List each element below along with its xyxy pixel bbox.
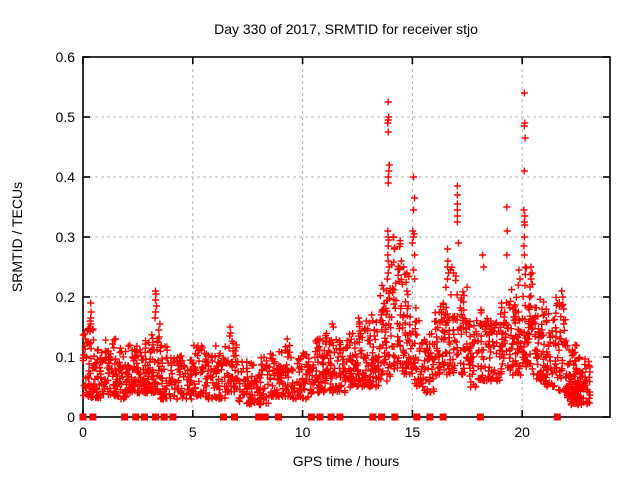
scatter-plus-markers — [79, 89, 594, 421]
x-tick-label: 10 — [295, 424, 311, 440]
x-tick-label: 20 — [514, 424, 530, 440]
tick-labels: 0 5 10 15 20 0 0.1 0.2 0.3 0.4 0.5 0.6 — [56, 49, 531, 440]
y-tick-label: 0 — [67, 409, 75, 425]
data-points — [79, 89, 594, 421]
chart-title: Day 330 of 2017, SRMTID for receiver stj… — [214, 21, 478, 37]
x-tick-label: 5 — [189, 424, 197, 440]
x-axis-label: GPS time / hours — [293, 453, 400, 469]
y-tick-label: 0.4 — [56, 169, 76, 185]
y-tick-label: 0.5 — [56, 109, 76, 125]
y-tick-label: 0.2 — [56, 289, 76, 305]
x-tick-label: 0 — [79, 424, 87, 440]
y-tick-label: 0.1 — [56, 349, 76, 365]
y-tick-label: 0.6 — [56, 49, 76, 65]
y-axis-label: SRMTID / TECUs — [9, 182, 25, 292]
zero-value-cluster-markers — [79, 413, 561, 421]
x-tick-label: 15 — [405, 424, 421, 440]
y-tick-label: 0.3 — [56, 229, 76, 245]
